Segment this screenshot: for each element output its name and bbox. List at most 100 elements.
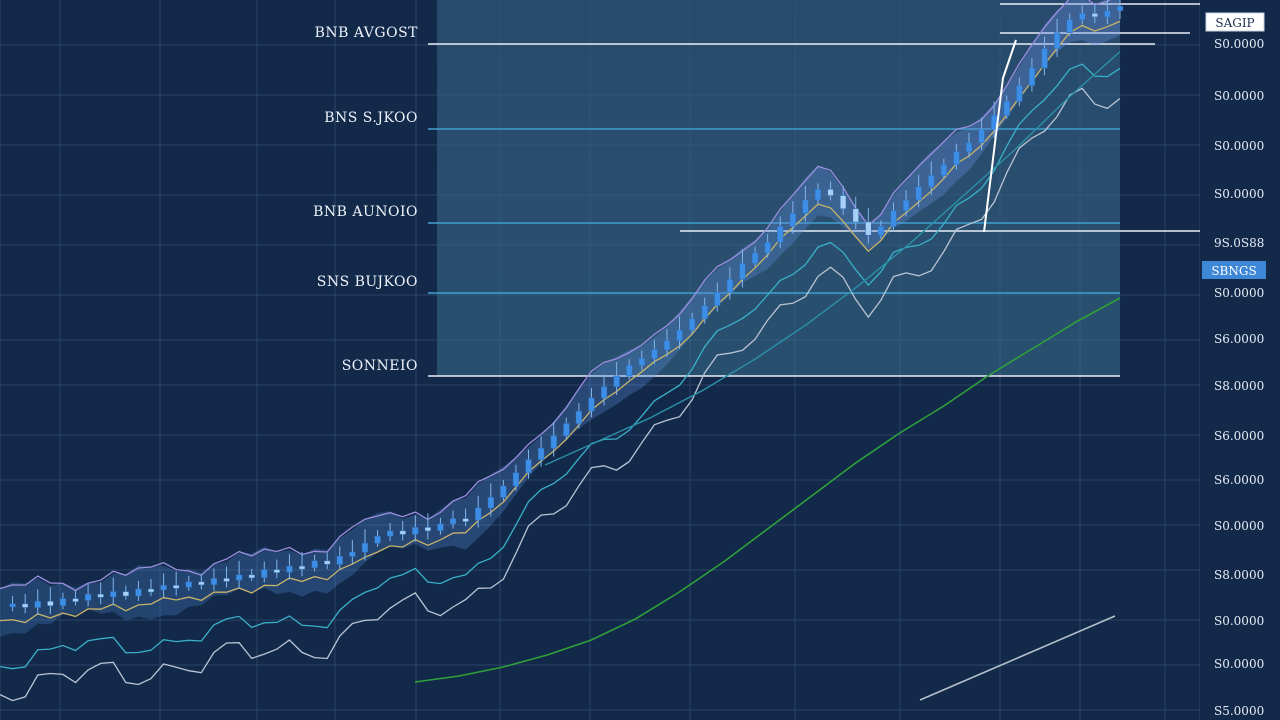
candle-body	[1003, 101, 1010, 116]
level-label: BNB AVGOST	[315, 25, 419, 41]
candle-body	[777, 226, 784, 243]
candle-body	[273, 569, 280, 573]
price-tick-label: S0.0000	[1214, 286, 1264, 300]
candle-body	[852, 208, 859, 223]
candle-body	[626, 365, 633, 377]
candle-body	[1041, 48, 1048, 69]
candle-body	[1116, 6, 1124, 12]
candle-body	[840, 195, 847, 210]
fibonacci-zone	[437, 0, 1120, 376]
candle-body	[789, 212, 796, 227]
candle-body	[34, 601, 41, 608]
candle-body	[600, 386, 608, 399]
price-tags: SAGIP SBNGS	[1202, 12, 1266, 279]
candle-body	[147, 588, 155, 593]
indicator-outer-band	[0, 87, 1121, 702]
candle-body	[638, 358, 645, 366]
long-term-moving-average	[414, 297, 1121, 683]
candle-body	[437, 523, 444, 532]
candle-body	[827, 189, 834, 196]
candle-body	[22, 603, 29, 608]
price-axis: S0.0000 S0.0000 S0.0000 S0.0000 9S.0S88 S0.00…	[1200, 0, 1280, 720]
candle-body	[739, 263, 746, 280]
candle-body	[651, 349, 658, 359]
candle-body	[374, 535, 381, 544]
level-label: SONNEIO	[342, 358, 418, 374]
candle-body	[500, 485, 507, 498]
level-label: BNB AUNOIO	[313, 204, 418, 220]
candle-body	[236, 574, 243, 581]
candle-body	[613, 375, 620, 387]
candle-body	[965, 142, 973, 152]
trend-line	[919, 615, 1116, 701]
price-tick-label: S6.0000	[1214, 429, 1264, 443]
indicator-lower-band	[0, 63, 1121, 670]
drawing-tool-line	[983, 39, 1017, 233]
candle-body	[902, 199, 910, 211]
candle-body	[261, 569, 268, 578]
indicator-lines	[0, 0, 1121, 702]
candle-body	[1028, 67, 1036, 86]
candle-body	[701, 305, 708, 320]
current-price-tag-text: SBNGS	[1211, 264, 1256, 278]
candle-body	[814, 189, 822, 201]
candle-body	[588, 397, 595, 412]
candle-body	[1091, 13, 1098, 18]
top-price-tag-text: SAGIP	[1215, 16, 1254, 30]
candle-body	[663, 340, 671, 350]
candle-body	[248, 574, 255, 579]
candle-body	[72, 598, 79, 602]
candle-body	[361, 542, 369, 553]
candle-body	[336, 556, 343, 565]
candle-body	[689, 318, 696, 331]
candle-body	[387, 530, 394, 537]
price-tick-label: S6.0000	[1214, 332, 1264, 346]
indicator-moving-average	[0, 20, 1121, 624]
candle-body	[85, 593, 92, 601]
candle-body	[324, 560, 331, 565]
candle-body	[1066, 19, 1073, 34]
candle-body	[512, 472, 520, 487]
price-tick-label: S0.0000	[1214, 89, 1264, 103]
price-tick-label: S0.0000	[1214, 187, 1264, 201]
candle-body	[1079, 13, 1086, 20]
candle-body	[726, 278, 734, 293]
candle-body	[487, 497, 494, 509]
candle-body	[877, 226, 885, 236]
candle-body	[953, 151, 960, 166]
candle-body	[575, 410, 582, 424]
candle-body	[751, 252, 759, 264]
indicator-upper-band	[0, 0, 1111, 592]
candle-body	[525, 459, 532, 474]
candle-body	[47, 601, 54, 606]
current-price-tag	[1202, 261, 1266, 279]
candle-body	[1016, 85, 1023, 102]
overlay-lines	[414, 39, 1121, 701]
candle-body	[462, 518, 469, 522]
candle-body	[714, 292, 721, 306]
candle-body	[97, 593, 104, 598]
candle-body	[223, 578, 230, 582]
candle-body	[449, 518, 457, 525]
candle-body	[110, 591, 117, 598]
candle-body	[349, 551, 356, 557]
candles	[9, 0, 1124, 615]
level-labels: BNB AVGOST BNS S.JKOO BNB AUNOIO SNS BUJKOO…	[313, 25, 418, 374]
price-tick-label: S0.0000	[1214, 37, 1264, 51]
candle-body	[311, 560, 318, 569]
price-tick-label: S0.0000	[1214, 614, 1264, 628]
candle-body	[890, 210, 897, 227]
candle-body	[185, 581, 192, 588]
top-price-tag	[1205, 12, 1265, 32]
candle-body	[160, 585, 167, 591]
candle-body	[9, 603, 16, 608]
price-axis-background	[1200, 0, 1280, 720]
candle-body	[412, 527, 419, 535]
candle-body	[122, 591, 129, 597]
price-tick-label: S8.0000	[1214, 568, 1264, 582]
candle-body	[298, 565, 306, 570]
candle-body	[865, 221, 872, 236]
price-tick-label: S0.0000	[1214, 657, 1264, 671]
